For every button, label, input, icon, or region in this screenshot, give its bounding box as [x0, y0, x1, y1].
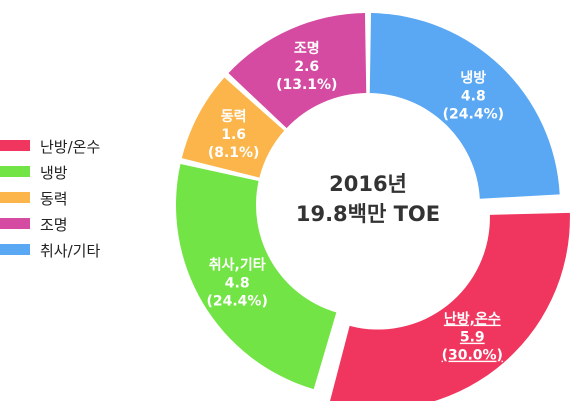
slice-label: 난방,온수 5.9 (30.0%) [442, 311, 503, 364]
slice-난방-온수 [330, 212, 570, 401]
slice-취사-기타 [175, 163, 337, 390]
legend-swatch [0, 218, 30, 229]
legend-label: 냉방 [40, 164, 68, 182]
legend-label: 난방/온수 [40, 138, 101, 156]
slice-label: 냉방 4.8 (24.4%) [443, 69, 504, 122]
slice-동력 [181, 77, 285, 178]
legend-label: 동력 [40, 190, 68, 208]
legend-label: 취사/기타 [40, 242, 101, 260]
legend-swatch [0, 192, 30, 203]
slice-label: 조명 2.6 (13.1%) [276, 40, 337, 93]
slice-조명 [228, 13, 367, 129]
legend-label: 조명 [40, 216, 68, 234]
slice-label: 동력 1.6 (8.1%) [208, 109, 260, 161]
legend-swatch [0, 166, 30, 177]
slice-label: 취사,기타 4.8 (24.4%) [206, 257, 267, 309]
slice-냉방 [369, 13, 560, 199]
legend-swatch [0, 244, 30, 255]
legend-swatch [0, 140, 30, 151]
center-label: 2016년 19.8백만 TOE [296, 172, 440, 226]
